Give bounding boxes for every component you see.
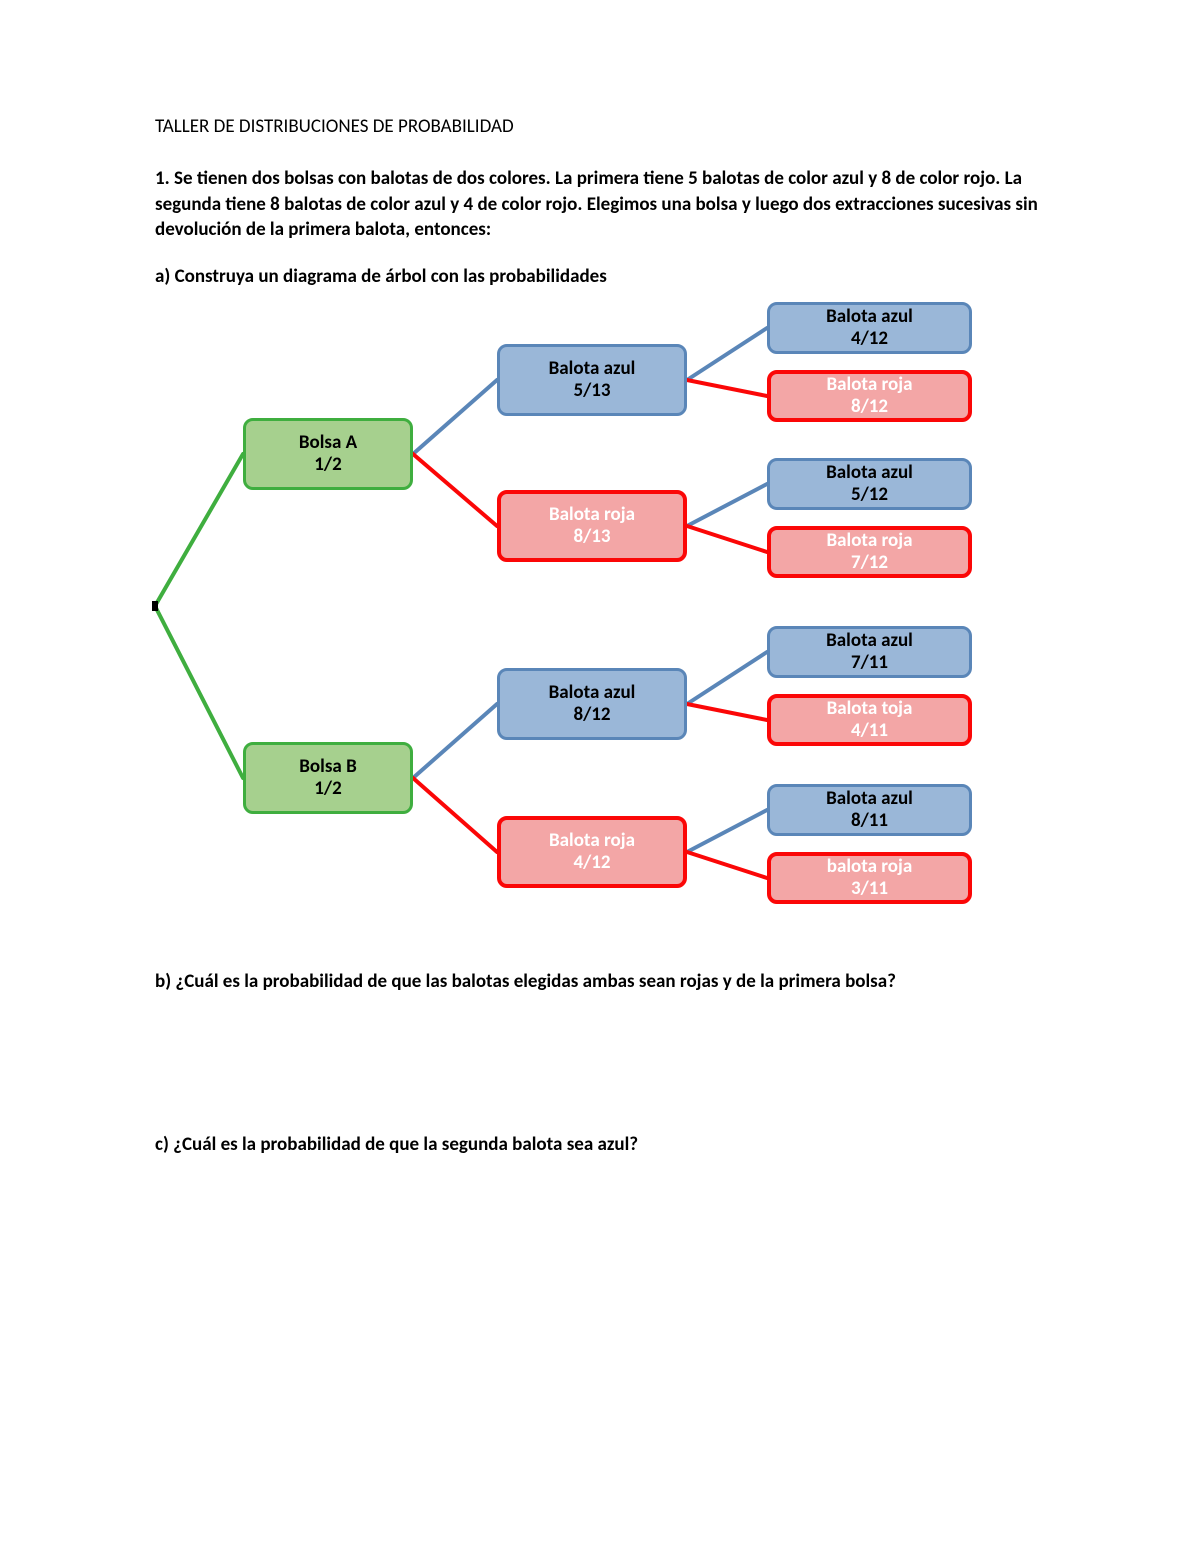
node-probability: 1/2 xyxy=(314,778,341,800)
edge-root-bolsaA xyxy=(155,454,243,606)
node-probability: 5/13 xyxy=(573,380,610,402)
tree-node-br_roja: balota roja3/11 xyxy=(767,852,972,904)
tree-diagram: Bolsa A1/2Bolsa B1/2Balota azul5/13Balot… xyxy=(155,298,1045,938)
edge-b_azul-ba_azul xyxy=(687,652,767,704)
node-label: Balota azul xyxy=(826,306,913,328)
edge-bolsaA-a_roja xyxy=(413,454,497,526)
node-label: Balota roja xyxy=(549,830,635,852)
edge-a_azul-aa_azul xyxy=(687,328,767,380)
tree-node-a_roja: Balota roja8/13 xyxy=(497,490,687,562)
problem-statement: 1. Se tienen dos bolsas con balotas de d… xyxy=(155,166,1045,243)
page: TALLER DE DISTRIBUCIONES DE PROBABILIDAD… xyxy=(0,0,1200,1553)
tree-node-a_azul: Balota azul5/13 xyxy=(497,344,687,416)
tree-node-bolsaB: Bolsa B1/2 xyxy=(243,742,413,814)
part-c-heading: c) ¿Cuál es la probabilidad de que la se… xyxy=(155,1133,1045,1156)
node-probability: 5/12 xyxy=(851,484,888,506)
node-probability: 8/12 xyxy=(573,704,610,726)
edge-bolsaB-b_roja xyxy=(413,778,497,852)
edge-a_roja-ar_azul xyxy=(687,484,767,526)
edge-bolsaB-b_azul xyxy=(413,704,497,778)
part-b-heading: b) ¿Cuál es la probabilidad de que las b… xyxy=(155,970,1045,993)
node-probability: 4/11 xyxy=(851,720,888,742)
tree-node-ba_roja: Balota toja4/11 xyxy=(767,694,972,746)
tree-node-aa_azul: Balota azul4/12 xyxy=(767,302,972,354)
tree-node-br_azul: Balota azul8/11 xyxy=(767,784,972,836)
node-probability: 3/11 xyxy=(851,878,888,900)
edge-b_roja-br_roja xyxy=(687,852,767,878)
node-label: Balota toja xyxy=(827,698,913,720)
node-probability: 4/12 xyxy=(851,328,888,350)
node-probability: 7/11 xyxy=(851,652,888,674)
node-label: balota roja xyxy=(827,856,913,878)
node-label: Balota azul xyxy=(826,788,913,810)
node-label: Balota azul xyxy=(549,682,636,704)
tree-node-b_roja: Balota roja4/12 xyxy=(497,816,687,888)
node-probability: 8/11 xyxy=(851,810,888,832)
tree-root-dot xyxy=(152,601,158,611)
content-block: TALLER DE DISTRIBUCIONES DE PROBABILIDAD… xyxy=(155,115,1045,1156)
edge-b_roja-br_azul xyxy=(687,810,767,852)
tree-node-bolsaA: Bolsa A1/2 xyxy=(243,418,413,490)
document-title: TALLER DE DISTRIBUCIONES DE PROBABILIDAD xyxy=(155,115,1045,138)
part-a-heading: a) Construya un diagrama de árbol con la… xyxy=(155,265,1045,288)
node-probability: 4/12 xyxy=(573,852,610,874)
node-label: Bolsa A xyxy=(299,432,357,454)
node-probability: 8/13 xyxy=(573,526,610,548)
edge-a_azul-aa_roja xyxy=(687,380,767,396)
node-probability: 1/2 xyxy=(314,454,341,476)
node-label: Balota azul xyxy=(549,358,636,380)
node-probability: 8/12 xyxy=(851,396,888,418)
node-label: Balota roja xyxy=(549,504,635,526)
node-label: Balota roja xyxy=(827,374,913,396)
node-label: Bolsa B xyxy=(299,756,356,778)
node-probability: 7/12 xyxy=(851,552,888,574)
node-label: Balota azul xyxy=(826,630,913,652)
tree-node-ar_azul: Balota azul5/12 xyxy=(767,458,972,510)
node-label: Balota azul xyxy=(826,462,913,484)
edge-root-bolsaB xyxy=(155,606,243,778)
tree-node-aa_roja: Balota roja8/12 xyxy=(767,370,972,422)
node-label: Balota roja xyxy=(827,530,913,552)
tree-node-ba_azul: Balota azul7/11 xyxy=(767,626,972,678)
edge-b_azul-ba_roja xyxy=(687,704,767,720)
edge-a_roja-ar_roja xyxy=(687,526,767,552)
tree-node-b_azul: Balota azul8/12 xyxy=(497,668,687,740)
edge-bolsaA-a_azul xyxy=(413,380,497,454)
tree-node-ar_roja: Balota roja7/12 xyxy=(767,526,972,578)
